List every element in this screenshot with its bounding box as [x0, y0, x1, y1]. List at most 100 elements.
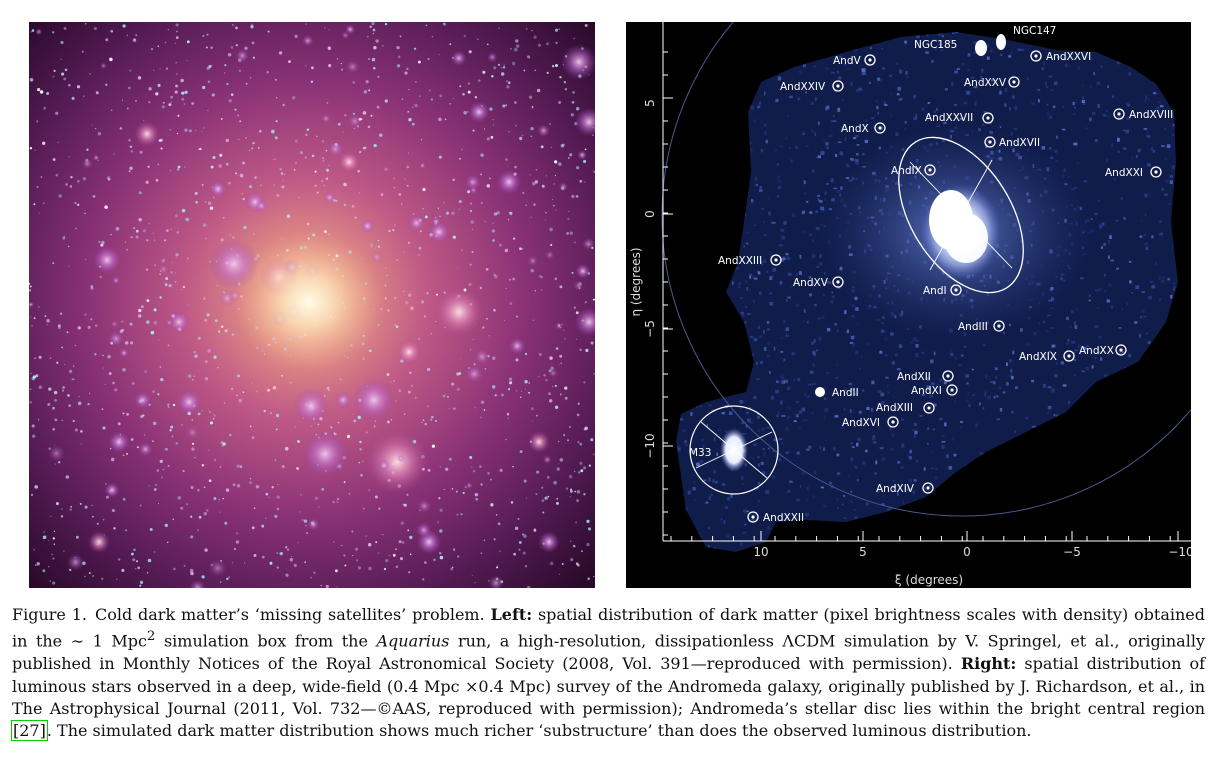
andix-marker — [924, 164, 936, 176]
andxix-marker-dot — [1067, 354, 1071, 358]
andxi-marker — [946, 384, 958, 396]
andxxiii-label: AndXXIII — [718, 255, 762, 267]
figure-caption: Figure 1. Cold dark matter’s ‘missing sat… — [11, 604, 1206, 743]
ngc185-blob — [975, 40, 987, 56]
andxxi-label: AndXXI — [1105, 167, 1143, 179]
satellite-galaxies: NGC147 NGC185 AndV AndXXVI AndXXIV AndXXV AndX… — [689, 25, 1173, 524]
axis-ticks — [663, 51, 1179, 541]
andxiii-label: AndXIII — [876, 402, 913, 414]
x-tick-label: 0 — [963, 545, 971, 559]
andxviii-label: AndXVIII — [1129, 109, 1173, 121]
andxxii-marker — [747, 511, 759, 523]
andxiv-marker — [922, 482, 934, 494]
andxi-label: AndXI — [911, 385, 942, 397]
andromeda-survey-image: 5 0 −5 −10 η (degrees) 10 5 0 −5 −10 ξ (… — [626, 22, 1191, 588]
left-label: Left: — [490, 605, 533, 624]
andxxvi-label: AndXXVI — [1046, 51, 1091, 63]
x-tick-label: 10 — [753, 545, 768, 559]
particle-field — [29, 22, 595, 588]
andxxvii-marker-dot — [986, 116, 990, 120]
andix-label: AndIX — [891, 165, 922, 177]
andxx-marker — [1115, 344, 1127, 356]
m33-minor-axis — [695, 431, 773, 469]
andxxii-label: AndXXII — [763, 512, 804, 524]
andxviii-marker-dot — [1117, 112, 1121, 116]
y-tick-label: 0 — [643, 210, 657, 218]
andxiii-marker-dot — [927, 406, 931, 410]
andxxvii-label: AndXXVII — [925, 112, 973, 124]
andxv-label: AndXV — [793, 277, 829, 289]
dark-matter-simulation-graphic — [29, 22, 595, 588]
y-tick-label: −10 — [643, 433, 657, 458]
andxii-marker-dot — [946, 374, 950, 378]
figure-title: Cold dark matter’s ‘missing satellites’ … — [94, 605, 485, 624]
andxii-label: AndXII — [897, 371, 931, 383]
ngc147-blob — [996, 34, 1006, 50]
x-axis-label: ξ (degrees) — [895, 573, 963, 587]
andxix-marker — [1063, 350, 1075, 362]
andromeda-survey-map: 5 0 −5 −10 η (degrees) 10 5 0 −5 −10 ξ (… — [626, 22, 1191, 588]
andxxiv-marker — [832, 80, 844, 92]
andxxv-marker-dot — [1012, 80, 1016, 84]
y-tick-labels: 5 0 −5 −10 — [643, 99, 657, 458]
m33-label: M33 — [689, 447, 711, 459]
x-tick-label: 5 — [859, 545, 867, 559]
andxxi-marker-dot — [1154, 170, 1158, 174]
left-description-3: run, a high-resolution, dissipationless … — [12, 631, 1205, 674]
andxxv-marker — [1008, 76, 1020, 88]
andv-marker — [864, 54, 876, 66]
y-tick-label: 5 — [643, 99, 657, 107]
andxxvii-marker — [982, 112, 994, 124]
left-description-1: spatial distribution of dark matter (pix… — [12, 605, 1205, 651]
andxi-marker-dot — [950, 388, 954, 392]
andi-label: AndI — [923, 285, 947, 297]
left-description-2: simulation box from the — [163, 631, 368, 651]
m33-circle — [689, 405, 779, 495]
andromeda-disc-ellipse — [898, 136, 1024, 294]
caption-closing: . The simulated dark matter distribution… — [46, 721, 1032, 741]
superscript: 2 — [146, 629, 156, 645]
andx-label: AndX — [841, 123, 869, 135]
andxxvi-marker-dot — [1034, 54, 1038, 58]
andi-marker-dot — [954, 288, 958, 292]
survey-footprint — [676, 32, 1178, 552]
andxxiii-marker — [770, 254, 782, 266]
andxviii-marker — [1113, 108, 1125, 120]
andxxiii-marker-dot — [774, 258, 778, 262]
right-label: Right: — [960, 654, 1017, 674]
andxvii-marker-dot — [988, 140, 992, 144]
survey-radius-circle — [661, 22, 1191, 517]
andxxv-label: AndXXV — [964, 77, 1007, 89]
andxvii-label: AndXVII — [999, 137, 1040, 149]
andxvii-marker — [984, 136, 996, 148]
x-tick-label: −10 — [1168, 545, 1191, 559]
y-tick-label: −5 — [643, 320, 657, 338]
x-tick-labels: 10 5 0 −5 −10 — [753, 545, 1191, 559]
andxiii-marker — [923, 402, 935, 414]
andxx-marker-dot — [1119, 348, 1123, 352]
andxix-label: AndXIX — [1019, 351, 1057, 363]
main-halo-core — [234, 232, 384, 372]
andv-label: AndV — [833, 55, 862, 67]
andxvi-marker — [887, 416, 899, 428]
andxvi-label: AndXVI — [842, 417, 880, 429]
dark-matter-simulation-image — [29, 22, 595, 588]
andxxi-marker — [1150, 166, 1162, 178]
right-description: spatial distribution of luminous stars o… — [12, 654, 1206, 718]
andii-label: AndII — [832, 387, 859, 399]
x-tick-label: −5 — [1063, 545, 1081, 559]
andxiv-marker-dot — [926, 486, 930, 490]
andxxvi-marker — [1030, 50, 1042, 62]
andxii-marker — [942, 370, 954, 382]
andromeda-minor-axis — [929, 159, 993, 271]
andii-blob — [815, 387, 825, 397]
andxv-marker-dot — [836, 280, 840, 284]
andiii-marker-dot — [997, 324, 1001, 328]
andx-marker — [874, 122, 886, 134]
ngc147-label: NGC147 — [1013, 25, 1056, 37]
figure-label: Figure 1. — [12, 605, 87, 624]
andiii-label: AndIII — [958, 321, 988, 333]
reference-link[interactable]: [27] — [11, 720, 48, 742]
andxvi-marker-dot — [891, 420, 895, 424]
andxxii-marker-dot — [751, 515, 755, 519]
